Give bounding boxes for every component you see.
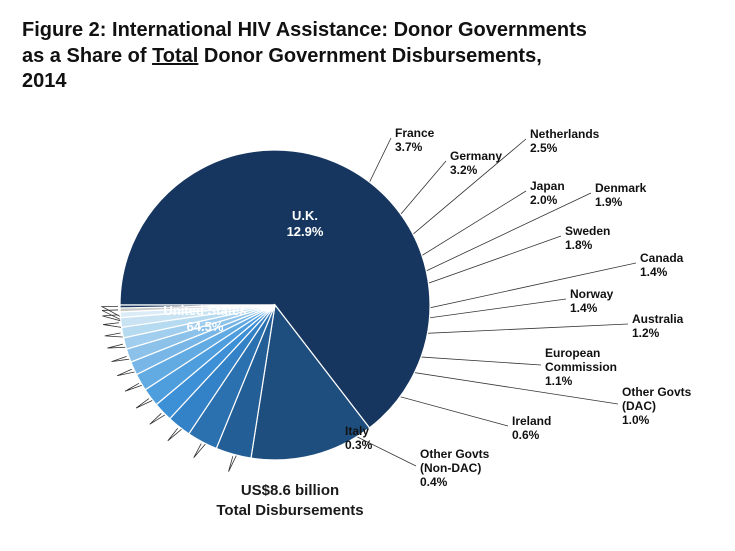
pie-external-label: (DAC) [622,399,656,413]
pie-external-label: Germany [450,149,502,163]
pie-external-label: Other Govts [622,385,692,399]
title-underlined-word: Total [152,45,198,67]
pie-external-value: 0.3% [345,438,373,452]
pie-external-label: Netherlands [530,127,600,141]
title-line-2: as a Share of Total Donor Government Dis… [22,44,713,70]
pie-external-value: 2.5% [530,141,558,155]
pie-chart: United States64.5% U.K.12.9% France3.7% Ger… [0,105,735,525]
pie-external-label: European [545,346,600,360]
pie-external-value: 1.4% [570,301,598,315]
pie-external-label: France [395,126,435,140]
title-line-2-suffix: Donor Government Disbursements, [198,45,541,67]
pie-internal-value: 12.9% [287,224,324,239]
pie-external-value: 1.0% [622,413,650,427]
pie-external-value: 0.4% [420,475,448,489]
pie-internal-value: 64.5% [187,319,224,334]
figure-title: Figure 2: International HIV Assistance: … [0,0,735,95]
footer-line-1: US$8.6 billion [241,482,339,499]
pie-external-value: 3.2% [450,163,478,177]
pie-external-value: 1.1% [545,374,573,388]
pie-external-label: Canada [640,251,684,265]
pie-external-label: Denmark [595,181,647,195]
pie-external-value: 0.6% [512,428,540,442]
pie-internal-label: United States [163,303,246,318]
pie-external-label: Australia [632,312,684,326]
title-line-2-prefix: as a Share of [22,45,152,67]
pie-external-value: 2.0% [530,193,558,207]
pie-external-value: 1.4% [640,265,668,279]
pie-external-value: 3.7% [395,140,423,154]
pie-external-value: 1.8% [565,238,593,252]
pie-internal-label: U.K. [292,208,318,223]
pie-external-label: Ireland [512,414,551,428]
pie-external-label: (Non-DAC) [420,461,481,475]
footer-line-2: Total Disbursements [216,502,363,519]
title-line-1: Figure 2: International HIV Assistance: … [22,18,713,44]
pie-external-label: Other Govts [420,447,490,461]
pie-external-label: Norway [570,287,614,301]
pie-external-label: Italy [345,424,369,438]
title-line-3: 2014 [22,69,713,95]
pie-external-label: Japan [530,179,565,193]
pie-external-value: 1.9% [595,195,623,209]
pie-external-value: 1.2% [632,326,660,340]
pie-external-label: Sweden [565,224,610,238]
pie-external-label: Commission [545,360,617,374]
